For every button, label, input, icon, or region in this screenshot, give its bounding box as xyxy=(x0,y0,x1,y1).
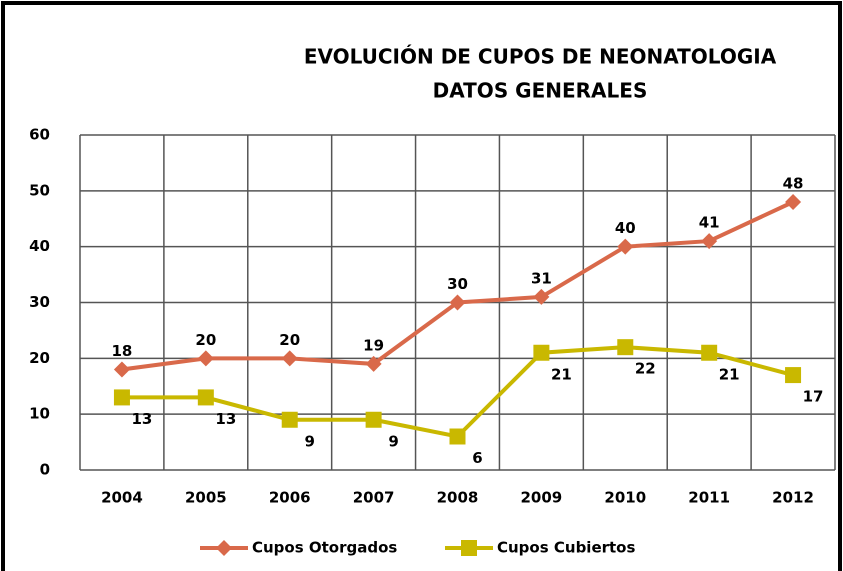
data-label: 18 xyxy=(112,342,133,360)
data-label: 30 xyxy=(447,275,468,293)
data-label: 19 xyxy=(363,336,384,354)
legend-marker xyxy=(216,540,232,556)
data-label: 41 xyxy=(699,214,720,232)
x-tick-label: 2005 xyxy=(185,489,227,507)
data-label: 9 xyxy=(388,432,398,450)
y-tick-label: 60 xyxy=(29,126,50,144)
data-label: 48 xyxy=(783,175,804,193)
marker xyxy=(113,389,130,406)
legend-label: Cupos Cubiertos xyxy=(497,539,635,557)
marker xyxy=(701,344,718,361)
data-label: 22 xyxy=(635,360,656,378)
chart-subtitle: DATOS GENERALES xyxy=(433,79,648,103)
marker xyxy=(449,294,466,311)
marker xyxy=(785,367,802,384)
marker xyxy=(113,361,130,378)
x-tick-label: 2012 xyxy=(772,489,814,507)
data-label: 20 xyxy=(279,331,300,349)
marker xyxy=(281,350,298,367)
data-label: 40 xyxy=(615,219,636,237)
legend-marker xyxy=(461,540,477,556)
x-tick-label: 2008 xyxy=(437,489,479,507)
marker xyxy=(365,355,382,372)
marker xyxy=(785,194,802,210)
marker xyxy=(533,288,550,305)
marker xyxy=(365,411,382,428)
x-tick-label: 2009 xyxy=(521,489,563,507)
marker xyxy=(281,411,298,428)
x-tick-label: 2006 xyxy=(269,489,311,507)
marker xyxy=(617,238,634,255)
data-label: 13 xyxy=(215,410,236,428)
legend-label: Cupos Otorgados xyxy=(252,539,397,557)
marker xyxy=(701,233,718,250)
marker xyxy=(449,428,466,445)
data-label: 21 xyxy=(719,365,740,383)
data-label: 6 xyxy=(472,449,482,467)
x-tick-label: 2010 xyxy=(604,489,646,507)
marker xyxy=(197,350,214,367)
y-tick-label: 40 xyxy=(29,237,50,255)
y-tick-label: 50 xyxy=(29,181,50,199)
x-tick-label: 2007 xyxy=(353,489,395,507)
y-tick-label: 0 xyxy=(40,461,50,479)
y-tick-label: 30 xyxy=(29,293,50,311)
data-label: 21 xyxy=(551,365,572,383)
data-label: 20 xyxy=(195,331,216,349)
data-label: 31 xyxy=(531,269,552,287)
data-label: 17 xyxy=(803,388,824,406)
marker xyxy=(197,389,214,406)
x-tick-label: 2011 xyxy=(688,489,730,507)
marker xyxy=(617,339,634,356)
chart-title: EVOLUCIÓN DE CUPOS DE NEONATOLOGIA xyxy=(304,45,777,69)
marker xyxy=(533,344,550,361)
data-label: 13 xyxy=(132,410,153,428)
y-tick-label: 10 xyxy=(29,405,50,423)
x-tick-label: 2004 xyxy=(101,489,143,507)
y-tick-label: 20 xyxy=(29,349,50,367)
data-label: 9 xyxy=(305,432,315,450)
